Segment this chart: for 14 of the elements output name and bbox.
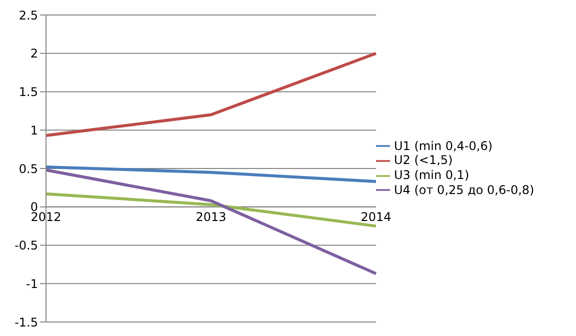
x-tick-label: 2014 bbox=[360, 210, 392, 224]
y-tick-label: -1.5 bbox=[14, 315, 38, 330]
y-tick-label: 1 bbox=[30, 123, 38, 138]
x-tick-label: 2013 bbox=[196, 210, 226, 224]
legend-label: U4 (от 0,25 до 0,6-0,8) bbox=[394, 182, 534, 197]
y-tick-label: 2.5 bbox=[18, 8, 38, 22]
y-tick-label: 1.5 bbox=[18, 85, 38, 100]
y-tick-label: 0.5 bbox=[18, 162, 38, 176]
legend-label: U3 (min 0,1) bbox=[394, 168, 470, 182]
y-tick-label: -1 bbox=[26, 276, 38, 291]
legend-label: U2 (<1,5) bbox=[394, 153, 453, 168]
legend-label: U1 (min 0,4-0,6) bbox=[394, 138, 493, 153]
y-tick-label: -0.5 bbox=[14, 238, 38, 253]
y-tick-label: 2 bbox=[30, 46, 38, 61]
